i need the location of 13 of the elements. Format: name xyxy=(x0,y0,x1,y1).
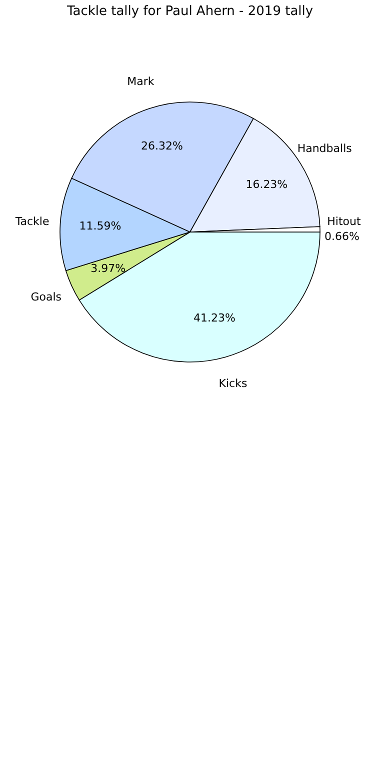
slice-label: Kicks xyxy=(218,377,248,390)
data-label: 11.59% xyxy=(79,219,122,232)
data-label: 26.32% xyxy=(140,139,183,152)
data-label: 41.23% xyxy=(194,312,236,325)
data-label: 0.66% xyxy=(324,230,360,244)
slice-label: Hitout xyxy=(327,215,362,228)
chart-title: Tackle tally for Paul Ahern - 2019 tally xyxy=(66,4,314,19)
data-label: 3.97% xyxy=(90,262,126,276)
slice-label: Mark xyxy=(127,74,155,88)
data-label: 16.23% xyxy=(246,178,288,191)
slice-label: Handballs xyxy=(297,142,352,156)
slice-label: Tackle xyxy=(14,215,50,228)
slice-label: Goals xyxy=(30,290,62,304)
